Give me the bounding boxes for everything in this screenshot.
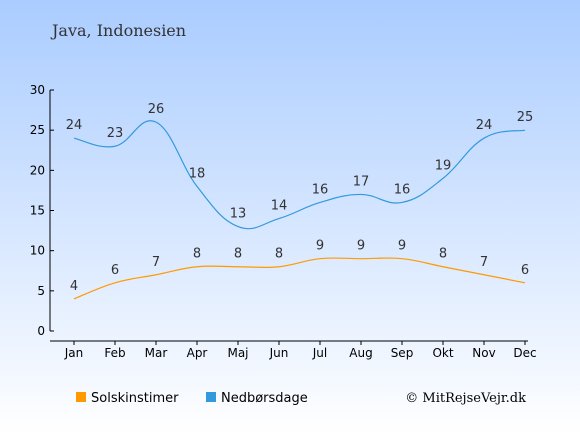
data-labels: 4 6 7 8 8 8 9 9 9 8 7 6 24 23 26 18 13 14 16 17 16 19 24 25 <box>66 102 534 294</box>
data-label: 18 <box>189 166 206 181</box>
x-tick-label: Sep <box>391 346 414 360</box>
x-tick-label: Dec <box>513 346 536 360</box>
axes: 0 5 10 15 20 25 30 Jan Feb Mar Apr Maj Jun Jul Aug Sep O… <box>30 83 537 360</box>
data-label: 9 <box>357 239 365 254</box>
data-label: 14 <box>271 199 288 214</box>
x-tick-label: Aug <box>349 346 372 360</box>
data-label: 8 <box>439 247 447 262</box>
x-tick-label: Jun <box>269 346 289 360</box>
legend-label: Solskinstimer <box>91 391 179 406</box>
y-tick-label: 30 <box>30 83 45 97</box>
x-tick-label: Maj <box>227 346 248 360</box>
series-line-solskinstimer <box>73 257 526 300</box>
data-label: 4 <box>70 279 78 294</box>
data-label: 8 <box>275 247 283 262</box>
data-label: 9 <box>316 239 324 254</box>
legend-label: Nedbørsdage <box>221 391 308 406</box>
data-label: 16 <box>394 182 411 197</box>
data-label: 6 <box>111 263 119 278</box>
y-tick-label: 5 <box>37 284 45 298</box>
data-label: 17 <box>353 174 370 189</box>
legend: Solskinstimer Nedbørsdage <box>76 391 308 406</box>
x-tick-label: Mar <box>145 346 168 360</box>
data-label: 23 <box>107 126 124 141</box>
data-label: 7 <box>152 255 160 270</box>
legend-swatch <box>206 392 216 402</box>
series-layer <box>73 120 526 300</box>
x-tick-label: Feb <box>104 346 125 360</box>
x-tick-label: Jul <box>312 346 327 360</box>
y-tick-label: 20 <box>30 163 45 177</box>
legend-swatch <box>76 392 86 402</box>
data-label: 8 <box>234 247 242 262</box>
x-tick-label: Apr <box>187 346 208 360</box>
y-tick-label: 0 <box>37 324 45 338</box>
y-tick-label: 15 <box>30 204 45 218</box>
chart-title: Java, Indonesien <box>50 21 186 40</box>
data-label: 24 <box>66 118 83 133</box>
series-line-nedborsdage <box>73 120 526 230</box>
y-tick-label: 10 <box>30 244 45 258</box>
data-label: 8 <box>193 247 201 262</box>
data-label: 26 <box>148 102 165 117</box>
data-label: 6 <box>521 263 529 278</box>
data-label: 9 <box>398 239 406 254</box>
x-tick-label: Nov <box>472 346 495 360</box>
data-label: 16 <box>312 182 329 197</box>
x-tick-label: Jan <box>64 346 84 360</box>
data-label: 13 <box>230 207 247 222</box>
credit-text: © MitRejseVejr.dk <box>405 391 526 406</box>
data-label: 24 <box>476 118 493 133</box>
data-label: 19 <box>435 158 452 173</box>
y-tick-label: 25 <box>30 123 45 137</box>
data-label: 7 <box>480 255 488 270</box>
data-label: 25 <box>517 110 534 125</box>
x-tick-label: Okt <box>432 346 453 360</box>
